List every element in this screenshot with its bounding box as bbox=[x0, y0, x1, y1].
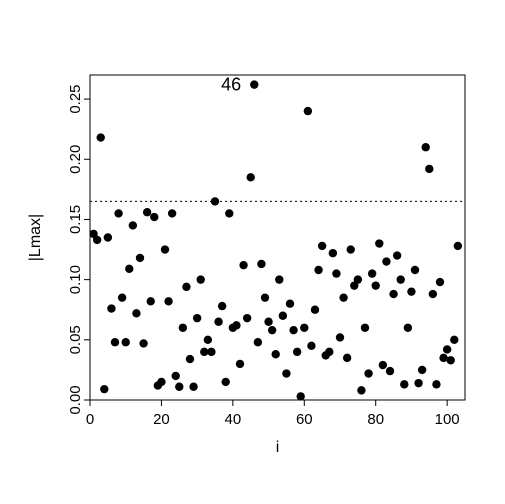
svg-text:0: 0 bbox=[86, 411, 94, 428]
svg-text:40: 40 bbox=[225, 411, 242, 428]
svg-text:0.15: 0.15 bbox=[67, 205, 84, 234]
svg-text:|Lmax|: |Lmax| bbox=[27, 214, 44, 261]
svg-text:20: 20 bbox=[153, 411, 170, 428]
svg-text:0.10: 0.10 bbox=[67, 265, 84, 294]
svg-text:46: 46 bbox=[221, 75, 241, 95]
scatter-chart: 0 20 40 60 80 100 0.00 0.05 0.10 0.15 0.20 0.25 i |Lm… bbox=[0, 0, 505, 504]
chart-svg: 0 20 40 60 80 100 0.00 0.05 0.10 0.15 0.20 0.25 i |Lm… bbox=[0, 0, 505, 504]
svg-text:80: 80 bbox=[367, 411, 384, 428]
svg-text:60: 60 bbox=[296, 411, 313, 428]
svg-text:0.25: 0.25 bbox=[67, 84, 84, 113]
svg-text:0.00: 0.00 bbox=[67, 385, 84, 414]
svg-text:0.05: 0.05 bbox=[67, 325, 84, 354]
svg-text:100: 100 bbox=[435, 411, 460, 428]
svg-text:i: i bbox=[276, 439, 280, 456]
svg-text:0.20: 0.20 bbox=[67, 145, 84, 174]
